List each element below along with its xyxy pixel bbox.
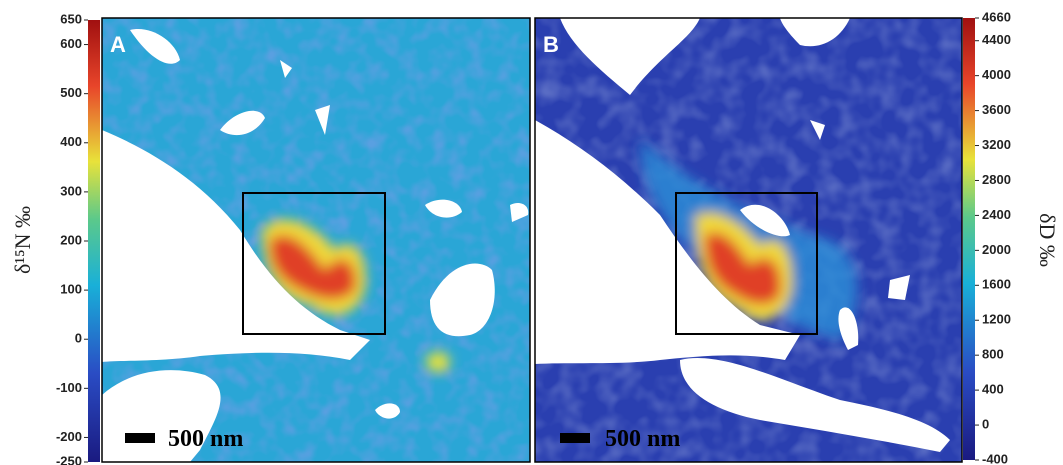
panel-label: B — [543, 32, 559, 57]
colorbar-label: δ¹⁵N ‰ — [10, 206, 35, 274]
tick-label: 4400 — [982, 32, 1011, 47]
tick-label: 300 — [60, 183, 82, 198]
tick-label: 400 — [60, 134, 82, 149]
colorbar-left — [88, 20, 100, 462]
scale-bar-label: 500 nm — [605, 426, 680, 452]
figure: A 500 nm B 500 nm δ¹⁵N ‰ δD ‰ 650 600 500 4… — [0, 0, 1063, 465]
tick-label: 800 — [982, 347, 1004, 362]
tick-label: 500 — [60, 85, 82, 100]
tick-label: 4000 — [982, 67, 1011, 82]
colorbar-right — [963, 18, 975, 460]
tick-label: -200 — [56, 429, 82, 444]
colorbar-label: δD ‰ — [1035, 213, 1060, 267]
tick-label: 3200 — [982, 137, 1011, 152]
tick-label: -100 — [56, 380, 82, 395]
tick-label: -250 — [56, 453, 82, 465]
tick-label: 2400 — [982, 207, 1011, 222]
scale-bar — [125, 433, 155, 443]
tick-label: 1200 — [982, 312, 1011, 327]
tick-label: 200 — [60, 232, 82, 247]
tick-label: 1600 — [982, 277, 1011, 292]
tick-label: 100 — [60, 282, 82, 297]
tick-label: 4660 — [982, 9, 1011, 24]
tick-label: 0 — [75, 331, 82, 346]
tick-label: 2800 — [982, 172, 1011, 187]
tick-label: 2000 — [982, 242, 1011, 257]
scale-bar — [560, 433, 590, 443]
tick-label: 600 — [60, 36, 82, 51]
tick-label: -400 — [982, 451, 1008, 465]
panel-b: B 500 nm — [535, 18, 962, 462]
tick-label: 400 — [982, 382, 1004, 397]
panel-a: A 500 nm — [102, 18, 530, 462]
panel-label: A — [110, 32, 126, 57]
tick-label: 3600 — [982, 102, 1011, 117]
scale-bar-label: 500 nm — [168, 426, 243, 452]
tick-label: 650 — [60, 11, 82, 26]
tick-label: 0 — [982, 416, 989, 431]
